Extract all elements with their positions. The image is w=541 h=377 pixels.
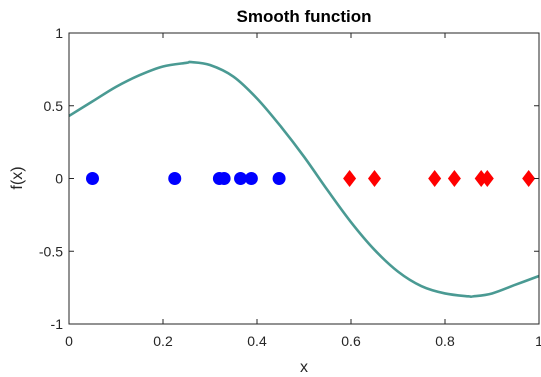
axes-layer: 0 0.2 0.4 0.6 0.8 1 -1 -0.5 0 0.5 1 — [39, 25, 541, 349]
y-tick-label: -1 — [51, 316, 64, 332]
x-tick-label: 0.6 — [341, 333, 361, 349]
y-axis-label: f(x) — [9, 166, 26, 189]
series-layer — [68, 60, 540, 298]
plot-area — [69, 33, 539, 324]
diamond-marker — [480, 170, 494, 187]
y-tick-label: -0.5 — [39, 243, 63, 259]
diamond-marker — [428, 170, 442, 187]
circle-marker — [86, 172, 99, 185]
diamond-marker — [343, 170, 357, 187]
x-tick-label: 0.2 — [153, 333, 173, 349]
function-curve — [68, 60, 540, 298]
circle-marker — [244, 172, 258, 185]
diamond-marker — [447, 170, 461, 187]
x-tick-label: 0.4 — [247, 333, 267, 349]
diamond-marker — [522, 170, 536, 187]
circle-marker — [217, 172, 231, 185]
circle-marker — [272, 172, 286, 185]
circle-marker — [168, 172, 182, 185]
diamond-marker — [368, 170, 381, 187]
x-tick-label: 0 — [65, 333, 73, 349]
x-axis-label: x — [300, 359, 308, 376]
y-tick-label: 0.5 — [44, 98, 64, 114]
x-tick-label: 1 — [535, 333, 541, 349]
circle-marker — [234, 172, 248, 185]
y-tick-label: 0 — [55, 171, 63, 187]
chart-title: Smooth function — [236, 7, 371, 26]
y-tick-label: 1 — [55, 25, 63, 41]
x-tick-label: 0.8 — [435, 333, 455, 349]
